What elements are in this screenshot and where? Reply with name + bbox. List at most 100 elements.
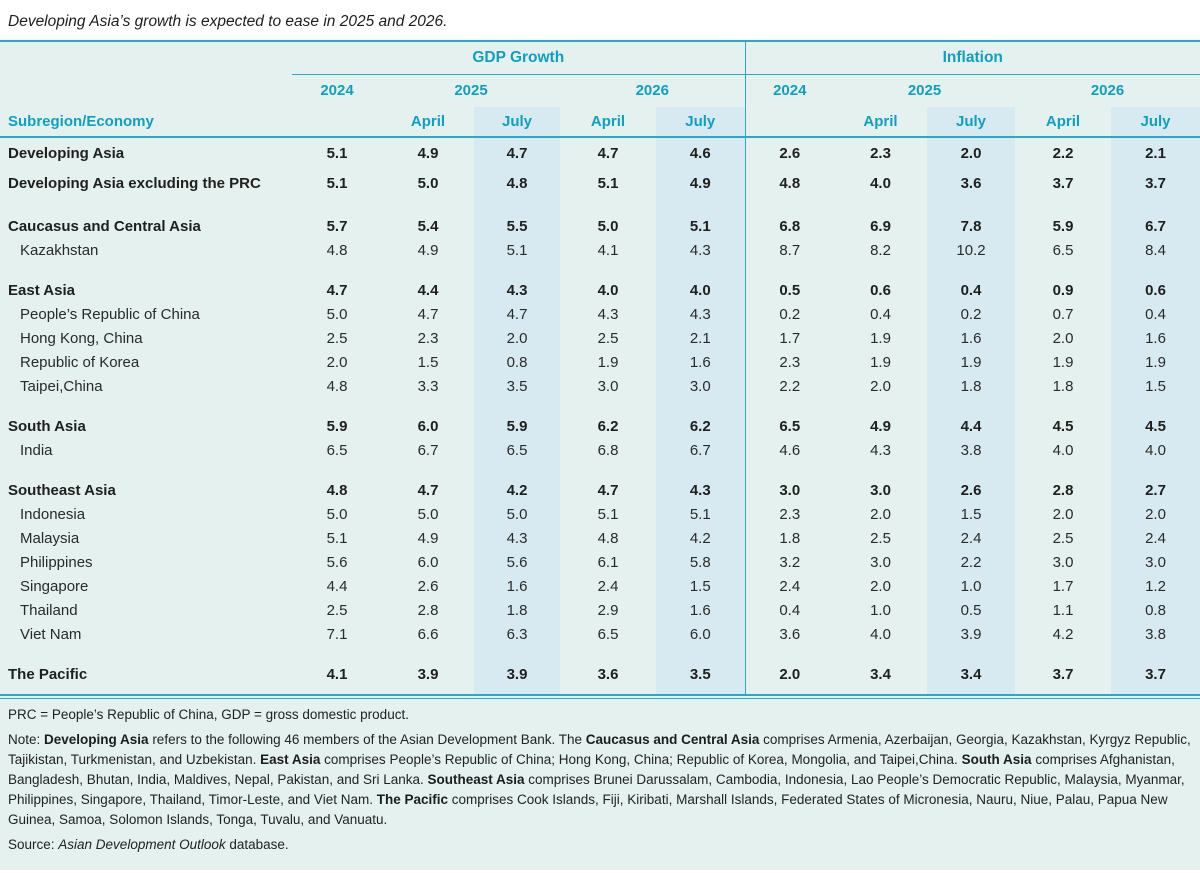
spacer-cell xyxy=(927,198,1016,214)
spacer-cell xyxy=(834,398,927,414)
month-header-april: April xyxy=(560,107,656,138)
value-cell: 4.2 xyxy=(474,478,560,502)
value-cell: 1.6 xyxy=(656,598,746,622)
value-cell: 6.2 xyxy=(656,414,746,438)
spacer-cell xyxy=(927,646,1016,662)
spacer-cell xyxy=(1111,646,1200,662)
spacer-cell xyxy=(744,198,835,214)
value-cell: 0.6 xyxy=(870,281,891,299)
value-cell: 5.5 xyxy=(474,214,560,238)
value-cell: 6.5 xyxy=(326,441,348,459)
value-cell: 3.5 xyxy=(474,374,560,398)
spacer-cell xyxy=(292,686,382,694)
value-cell: 5.0 xyxy=(326,505,348,523)
spacer-cell xyxy=(0,198,292,214)
value-cell: 5.6 xyxy=(326,553,348,571)
value-cell: 0.2 xyxy=(744,302,835,326)
spacer-cell xyxy=(1015,686,1111,694)
spacer-cell xyxy=(382,198,474,214)
spacer-cell xyxy=(560,462,656,478)
economy-label: Kazakhstan xyxy=(20,241,99,259)
value-cell: 4.6 xyxy=(656,137,746,168)
spacer-cell xyxy=(1015,646,1111,662)
value-cell: 3.0 xyxy=(1111,550,1200,574)
group-spacer-row xyxy=(0,398,1200,414)
table-row: Kazakhstan 4.8 4.9 5.1 4.1 4.3 8.7 8.2 10.2 6.5 8.… xyxy=(0,238,1200,262)
value-cell: 4.9 xyxy=(417,241,439,259)
value-cell: 6.5 xyxy=(1052,241,1074,259)
note-segment: South Asia xyxy=(961,752,1032,767)
value-cell: 2.8 xyxy=(1052,481,1074,499)
table-row: East Asia 4.7 4.4 4.3 4.0 4.0 0.5 0.6 0.4 0.9 0.6 xyxy=(0,278,1200,302)
value-cell: 1.5 xyxy=(417,353,439,371)
value-cell: 2.2 xyxy=(927,550,1016,574)
spacer-cell xyxy=(382,462,474,478)
value-cell: 4.0 xyxy=(656,278,746,302)
value-cell: 4.4 xyxy=(927,414,1016,438)
spacer-cell xyxy=(656,462,746,478)
value-cell: 1.6 xyxy=(474,574,560,598)
value-cell: 7.1 xyxy=(326,625,348,643)
month-header-april: April xyxy=(834,107,928,138)
value-cell: 8.7 xyxy=(744,238,835,262)
empty-cell xyxy=(0,74,292,107)
row-header-subregion-economy: Subregion/Economy xyxy=(0,107,292,138)
spacer-cell xyxy=(292,462,382,478)
table-row: Singapore 4.4 2.6 1.6 2.4 1.5 2.4 2.0 1.0 1.7 1.2 xyxy=(0,574,1200,598)
value-cell: 3.0 xyxy=(656,374,746,398)
economy-label: Singapore xyxy=(20,577,89,595)
value-cell: 0.9 xyxy=(1052,281,1074,299)
value-cell: 4.9 xyxy=(417,529,439,547)
value-cell: 3.8 xyxy=(1111,622,1200,646)
value-cell: 1.5 xyxy=(927,502,1016,526)
spacer-cell xyxy=(834,686,927,694)
spacer-cell xyxy=(656,646,746,662)
value-cell: 2.0 xyxy=(1052,329,1074,347)
value-cell: 1.6 xyxy=(656,350,746,374)
value-cell: 5.1 xyxy=(474,238,560,262)
value-cell: 1.9 xyxy=(1052,353,1074,371)
spacer-cell xyxy=(1111,462,1200,478)
value-cell: 2.3 xyxy=(744,350,835,374)
value-cell: 3.3 xyxy=(417,377,439,395)
value-cell: 2.4 xyxy=(927,526,1016,550)
empty-cell xyxy=(744,107,835,138)
value-cell: 4.3 xyxy=(656,302,746,326)
value-cell: 6.7 xyxy=(656,438,746,462)
group-header-inflation: Inflation xyxy=(744,42,1200,75)
spacer-cell xyxy=(0,646,292,662)
value-cell: 4.7 xyxy=(597,481,619,499)
value-cell: 4.7 xyxy=(474,302,560,326)
table-row: Malaysia 5.1 4.9 4.3 4.8 4.2 1.8 2.5 2.4 2.5 2.4 xyxy=(0,526,1200,550)
value-cell: 1.5 xyxy=(656,574,746,598)
note-segment: East Asia xyxy=(260,752,321,767)
value-cell: 4.8 xyxy=(326,377,348,395)
value-cell: 5.1 xyxy=(326,144,348,162)
economy-label: Hong Kong, China xyxy=(20,329,143,347)
value-cell: 5.6 xyxy=(474,550,560,574)
value-cell: 2.0 xyxy=(1052,505,1074,523)
spacer-cell xyxy=(744,398,835,414)
spacer-cell xyxy=(292,646,382,662)
note-segment: The Pacific xyxy=(376,792,448,807)
table-row: Republic of Korea 2.0 1.5 0.8 1.9 1.6 2.3 1.9 1.… xyxy=(0,350,1200,374)
spacer-cell xyxy=(474,198,560,214)
value-cell: 2.6 xyxy=(417,577,439,595)
spacer-cell xyxy=(292,262,382,278)
economy-label: Developing Asia xyxy=(8,144,125,162)
table-row: Thailand 2.5 2.8 1.8 2.9 1.6 0.4 1.0 0.5 1.1 0.8 xyxy=(0,598,1200,622)
spacer-cell xyxy=(382,262,474,278)
value-cell: 6.7 xyxy=(417,441,439,459)
value-cell: 2.6 xyxy=(744,137,835,168)
value-cell: 3.0 xyxy=(597,377,619,395)
spacer-cell xyxy=(744,262,835,278)
table-row: Developing Asia 5.1 4.9 4.7 4.7 4.6 2.6 2.3 2.0 2… xyxy=(0,137,1200,168)
value-cell: 0.6 xyxy=(1111,278,1200,302)
value-cell: 6.2 xyxy=(597,417,619,435)
note-segment: comprises People’s Republic of China; Ho… xyxy=(320,752,962,767)
value-cell: 3.6 xyxy=(597,665,619,683)
value-cell: 5.1 xyxy=(656,502,746,526)
spacer-cell xyxy=(292,398,382,414)
table-row: Southeast Asia 4.8 4.7 4.2 4.7 4.3 3.0 3.0 2.6 2.… xyxy=(0,478,1200,502)
